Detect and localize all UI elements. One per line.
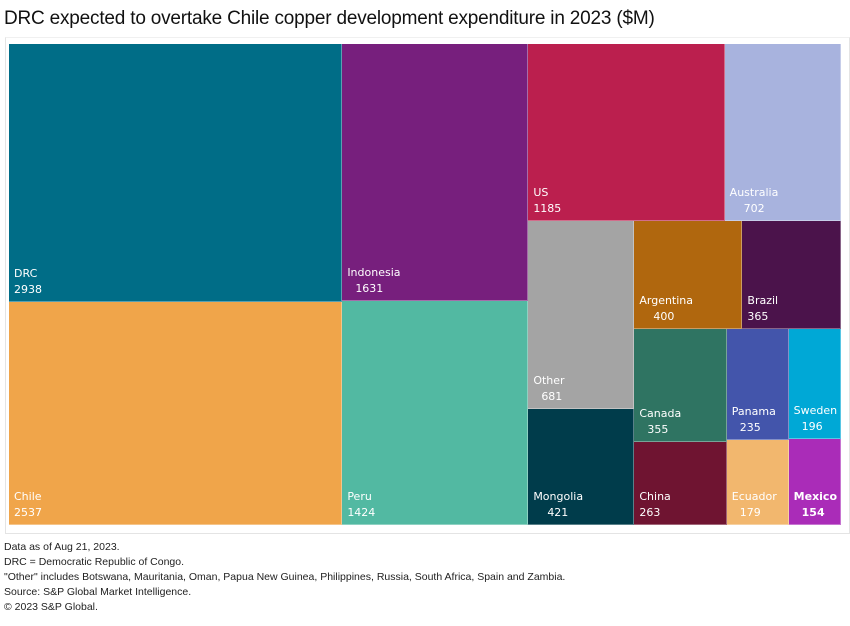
tile-mongolia: Mongolia 421 [528, 408, 635, 525]
tile-value: 263 [639, 505, 661, 519]
tile-value: 355 [647, 422, 669, 436]
tile-chile: Chile 2537 [9, 302, 343, 525]
tile-name: Australia [729, 185, 779, 199]
chart-title: DRC expected to overtake Chile copper de… [4, 8, 655, 29]
tile-value: 702 [743, 201, 765, 215]
tile-peru: Peru 1424 [342, 300, 529, 525]
tile-name: Argentina [639, 294, 694, 308]
tile-name: Panama [731, 405, 776, 419]
tile-us: US 1185 [528, 44, 725, 221]
note-copyright: © 2023 S&P Global. [4, 601, 98, 613]
tile-label-ecuador: Ecuador 179 [732, 489, 777, 521]
tile-label-brazil: Brazil 365 [747, 293, 778, 325]
tile-ecuador: Ecuador 179 [726, 440, 789, 525]
tile-label-argentina: Argentina 400 [639, 293, 693, 325]
tile-name: Chile [14, 489, 42, 503]
tile-label-other: Other 681 [533, 373, 564, 405]
treemap-plot: DRC 2938 Chile 2537 Indonesia 1631 Peru 1424 US 1… [9, 44, 841, 525]
tile-label-chile: Chile 2537 [14, 489, 42, 521]
tile-label-peru: Peru 1424 [347, 489, 375, 521]
tile-label-sweden: Sweden 196 [794, 403, 837, 435]
tile-name: Mongolia [533, 489, 584, 503]
tile-value: 681 [541, 389, 563, 403]
tile-name: US [533, 185, 549, 199]
tile-value: 1185 [533, 201, 562, 215]
tile-name: Brazil [747, 294, 779, 308]
note-other-definition: "Other" includes Botswana, Mauritania, O… [4, 571, 566, 583]
tile-name: Canada [639, 406, 682, 420]
tile-value: 1631 [355, 281, 384, 295]
tile-name: Sweden [793, 403, 838, 417]
tile-argentina: Argentina 400 [634, 220, 743, 330]
tile-value: 196 [801, 419, 823, 433]
tile-value: 421 [547, 505, 569, 519]
tile-label-mexico: Mexico 154 [794, 489, 837, 521]
tile-name: Ecuador [731, 489, 777, 503]
tile-name: Mexico [793, 489, 838, 503]
tile-drc: DRC 2938 [9, 44, 343, 303]
tile-brazil: Brazil 365 [742, 220, 841, 330]
tile-other: Other 681 [528, 220, 635, 409]
tile-name: Indonesia [347, 265, 401, 279]
note-source: Source: S&P Global Market Intelligence. [4, 586, 192, 598]
tile-value: 2938 [14, 283, 42, 297]
tile-australia: Australia 702 [724, 44, 841, 221]
tile-indonesia: Indonesia 1631 [342, 44, 529, 301]
tile-value: 2537 [14, 505, 42, 519]
tile-canada: Canada 355 [634, 329, 727, 442]
tile-value: 235 [739, 421, 761, 435]
tile-value: 154 [801, 505, 825, 519]
footnotes: Data as of Aug 21, 2023. DRC = Democrati… [4, 540, 565, 615]
tile-label-drc: DRC 2938 [14, 266, 42, 298]
tile-mexico: Mexico 154 [788, 438, 841, 525]
note-drc-definition: DRC = Democratic Republic of Congo. [4, 556, 185, 568]
tile-label-panama: Panama 235 [732, 404, 776, 436]
tile-label-china: China 263 [639, 489, 670, 521]
tile-name: Peru [347, 489, 372, 503]
tile-panama: Panama 235 [726, 329, 789, 441]
tile-label-us: US 1185 [533, 185, 561, 217]
tile-label-indonesia: Indonesia 1631 [347, 265, 400, 297]
tile-label-mongolia: Mongolia 421 [533, 489, 583, 521]
tile-value: 365 [747, 310, 769, 324]
tile-name: DRC [14, 267, 38, 281]
tile-value: 1424 [347, 505, 376, 519]
tile-label-australia: Australia 702 [730, 185, 779, 217]
note-date: Data as of Aug 21, 2023. [4, 541, 120, 553]
tile-sweden: Sweden 196 [788, 329, 841, 439]
tile-label-canada: Canada 355 [639, 406, 681, 438]
tile-name: China [639, 489, 671, 503]
tile-name: Other [533, 373, 565, 387]
tile-value: 400 [653, 310, 675, 324]
tile-china: China 263 [634, 441, 727, 525]
tile-value: 179 [739, 505, 761, 519]
